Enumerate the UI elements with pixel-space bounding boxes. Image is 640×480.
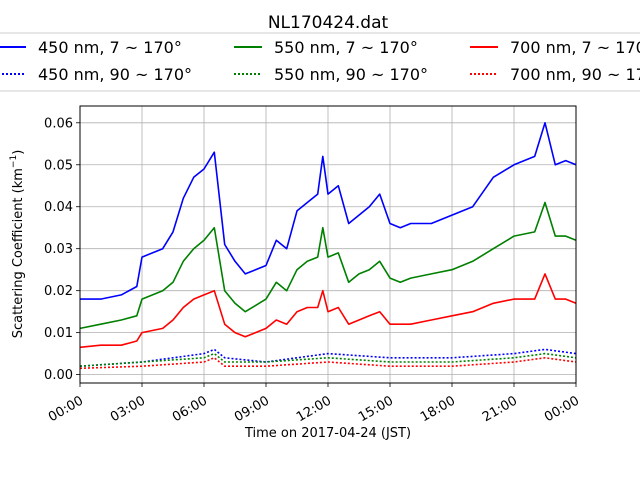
x-tick-label: 12:00 (294, 393, 334, 425)
legend-label: 550 nm, 7 ~ 170° (274, 38, 418, 57)
y-tick-label: 0.04 (44, 200, 73, 215)
y-axis-label-close: ) (11, 150, 26, 155)
legend-label: 450 nm, 90 ~ 170° (38, 65, 192, 84)
series-line (79, 348, 577, 367)
y-axis: 0.00 0.01 0.02 0.03 0.04 0.05 0.06 (44, 116, 80, 383)
y-axis-label-text: Scattering Coefficient (km (11, 168, 26, 338)
series-layer (79, 122, 577, 370)
series-line (79, 352, 577, 367)
legend: 450 nm, 7 ~ 170° 450 nm, 90 ~ 170° 550 nm,… (0, 32, 640, 92)
x-tick-label: 18:00 (418, 393, 458, 425)
x-tick-label: 09:00 (232, 393, 272, 425)
y-axis-label: Scattering Coefficient (km−1) (9, 150, 26, 339)
y-tick-label: 0.05 (44, 158, 73, 173)
y-tick-label: 0.00 (44, 368, 73, 383)
x-tick-label: 00:00 (46, 393, 86, 425)
y-tick-label: 0.03 (44, 242, 73, 257)
legend-label: 450 nm, 7 ~ 170° (38, 38, 182, 57)
x-tick-label: 06:00 (170, 393, 210, 425)
x-tick-label: 03:00 (108, 393, 148, 425)
y-tick-label: 0.06 (44, 116, 73, 131)
series-line (79, 273, 577, 349)
x-tick-label: 21:00 (480, 393, 520, 425)
legend-label: 700 nm, 7 ~ 170° (510, 38, 640, 57)
legend-label: 700 nm, 90 ~ 170° (510, 65, 640, 84)
x-axis-label: Time on 2017-04-24 (JST) (244, 426, 411, 441)
y-tick-label: 0.02 (44, 284, 73, 299)
chart-title: NL170424.dat (268, 13, 389, 33)
grid (79, 106, 577, 383)
x-tick-label: 15:00 (356, 393, 396, 425)
series-line (80, 122, 577, 300)
x-axis: 00:00 03:00 06:00 09:00 12:00 15:00 18:00 21:00… (46, 383, 582, 425)
series-line (79, 356, 577, 370)
x-tick-label: 00:00 (542, 393, 582, 425)
legend-label: 550 nm, 90 ~ 170° (274, 65, 428, 84)
y-axis-label-exponent: −1 (9, 155, 19, 168)
series-line (79, 201, 577, 330)
y-tick-label: 0.01 (44, 326, 73, 341)
